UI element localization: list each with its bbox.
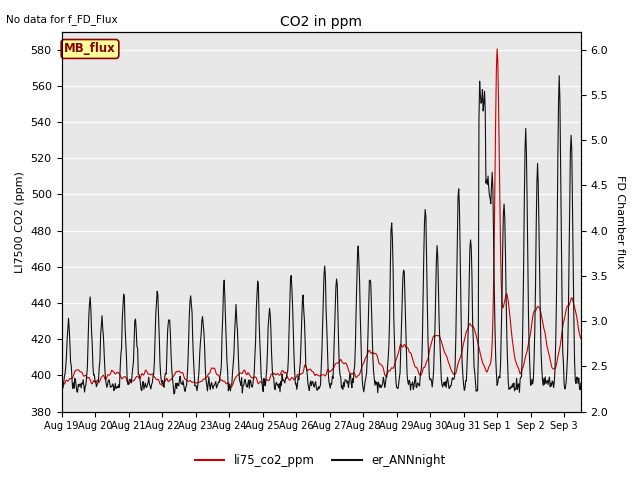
Y-axis label: LI7500 CO2 (ppm): LI7500 CO2 (ppm) [15,171,25,273]
Y-axis label: FD Chamber flux: FD Chamber flux [615,175,625,268]
Text: MB_flux: MB_flux [64,42,116,56]
Title: CO2 in ppm: CO2 in ppm [280,15,362,29]
Legend: li75_co2_ppm, er_ANNnight: li75_co2_ppm, er_ANNnight [190,449,450,472]
Text: No data for f_FD_Flux: No data for f_FD_Flux [6,14,118,25]
